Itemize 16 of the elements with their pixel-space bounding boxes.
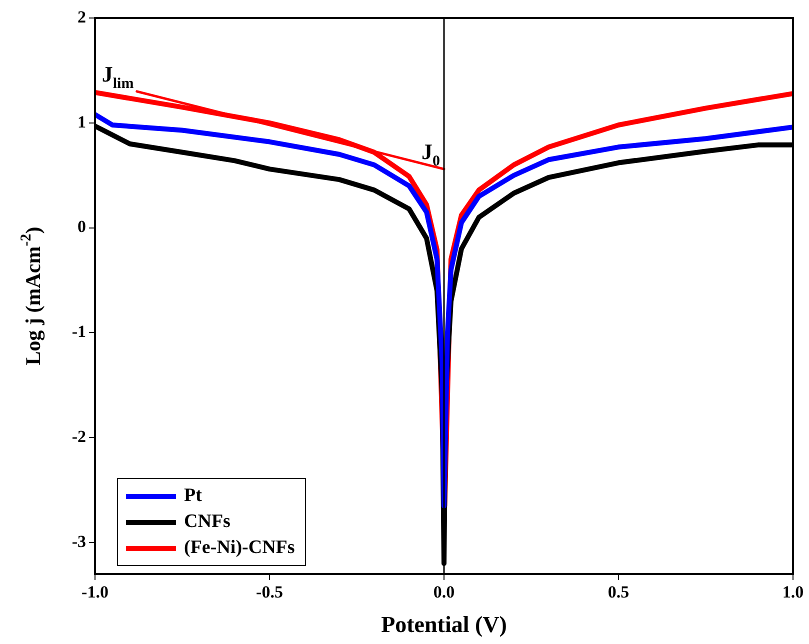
y-tick-label: 0	[78, 217, 86, 236]
x-tick-label: 0.5	[608, 582, 630, 602]
y-tick-label: 2	[78, 7, 86, 26]
y-tick-label: -3	[72, 532, 86, 551]
x-tick-label: 0.0	[433, 582, 455, 602]
legend-label: Pt	[184, 485, 202, 507]
x-axis-title: Potential (V)	[381, 612, 507, 637]
legend-label: CNFs	[184, 511, 230, 533]
x-tick-label: -0.5	[256, 582, 283, 602]
y-tick-label: -2	[72, 427, 86, 446]
y-tick-label: 1	[78, 112, 86, 132]
y-axis-title: Log j (mAcm-2)	[18, 226, 45, 366]
x-tick-label: -1.0	[82, 582, 108, 602]
y-tick-label: -1	[72, 322, 86, 342]
x-tick-label: 1.0	[782, 582, 804, 602]
legend-label: (Fe-Ni)-CNFs	[184, 537, 295, 559]
